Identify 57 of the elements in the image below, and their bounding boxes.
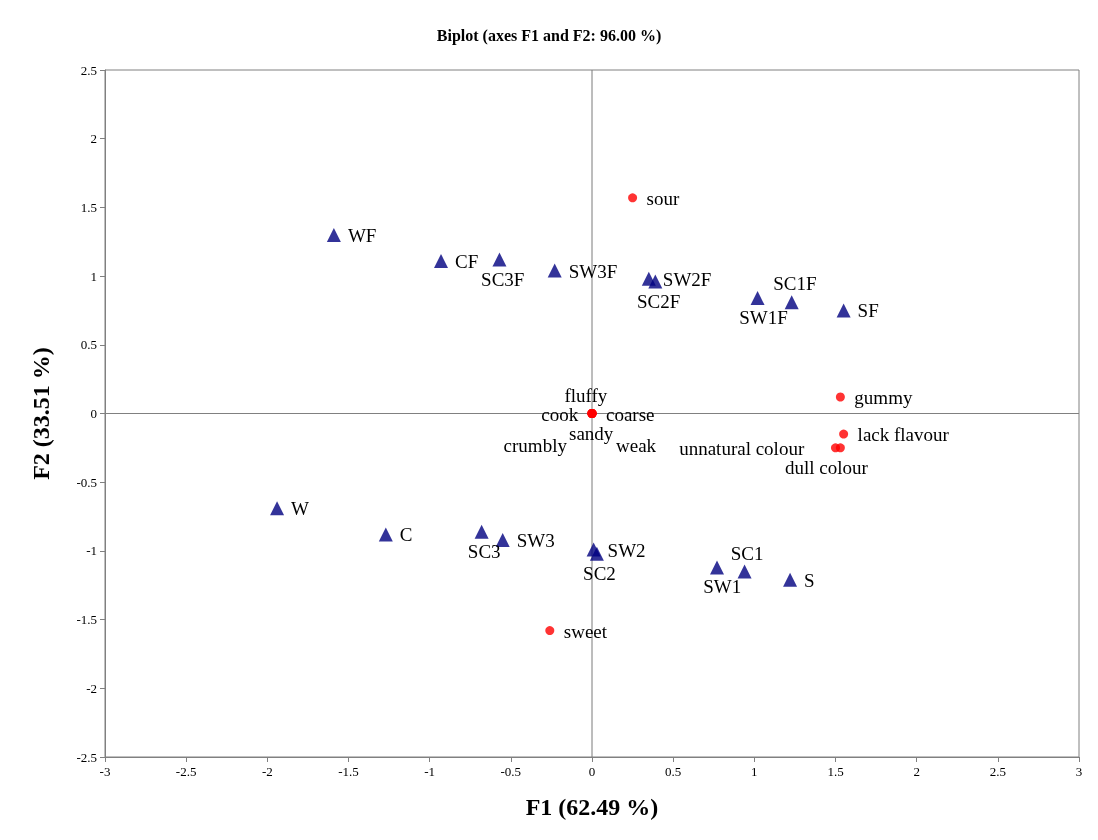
y-tick-label: 0 [90, 406, 97, 421]
x-axis-title: F1 (62.49 %) [525, 794, 659, 820]
y-tick-label: -2 [86, 680, 97, 696]
y-tick-label: -2.5 [76, 749, 97, 765]
x-tick-label: 2 [913, 764, 920, 779]
y-tick-label: 2.5 [80, 62, 97, 78]
annotation: SC1 [730, 542, 764, 564]
y-tick-label: -0.5 [76, 474, 97, 490]
annotation: SW2F [662, 268, 712, 290]
x-tick-label: 3 [1075, 764, 1083, 779]
annotation: crumbly [503, 434, 568, 456]
chart-title: Biplot (axes F1 and F2: 96.00 %) [436, 26, 662, 45]
x-tick-label: 1.5 [827, 764, 844, 779]
annotation: SW2 [607, 539, 646, 561]
x-tick-label: -2 [261, 764, 273, 779]
annotation: weak [616, 434, 657, 456]
x-tick-label: 0 [588, 764, 596, 779]
x-tick-label: 1 [751, 764, 758, 779]
annotation: SW1 [703, 576, 742, 598]
annotation: SC3F [481, 268, 525, 290]
annotation: lack flavour [857, 424, 950, 446]
annotation: gummy [854, 387, 913, 409]
x-tick-label: -1.5 [338, 764, 359, 779]
annotation: SC1F [773, 273, 817, 295]
annotation: CF [455, 250, 479, 272]
annotation: fluffy [564, 384, 608, 406]
annotation: sour [646, 187, 680, 209]
y-tick-label: 0.5 [80, 337, 97, 353]
annotation: SC3 [467, 540, 501, 562]
y-tick-label: -1 [86, 543, 97, 559]
x-tick-label: -2.5 [175, 764, 197, 779]
y-axis-title: F2 (33.51 %) [28, 347, 54, 480]
x-tick-label: -3 [99, 764, 111, 779]
annotation: sandy [569, 422, 614, 444]
x-tick-label: 0.5 [665, 764, 682, 779]
annotation: coarse [606, 403, 655, 425]
y-tick-label: 2 [90, 131, 97, 147]
x-tick-label: -0.5 [500, 764, 522, 779]
annotation: dull colour [784, 456, 869, 478]
annotation: SW3 [516, 529, 555, 551]
annotation: SF [857, 300, 879, 322]
annotation: SC2 [583, 562, 616, 584]
annotation: SW3F [568, 260, 618, 282]
annotation: C [399, 524, 413, 546]
annotation: W [291, 498, 310, 520]
y-tick-label: -1.5 [76, 612, 97, 628]
annotation: SC2F [636, 290, 681, 312]
annotation: unnatural colour [679, 437, 805, 459]
y-tick-label: 1.5 [80, 199, 97, 215]
x-tick-label: -1 [424, 764, 436, 779]
annotation: SW1F [739, 307, 788, 329]
x-tick-label: 2.5 [989, 764, 1006, 779]
annotation: WF [347, 224, 377, 246]
annotation: sweet [563, 620, 608, 642]
y-tick-label: 1 [90, 268, 97, 284]
annotation: S [804, 569, 815, 591]
annotation: cook [541, 403, 579, 425]
